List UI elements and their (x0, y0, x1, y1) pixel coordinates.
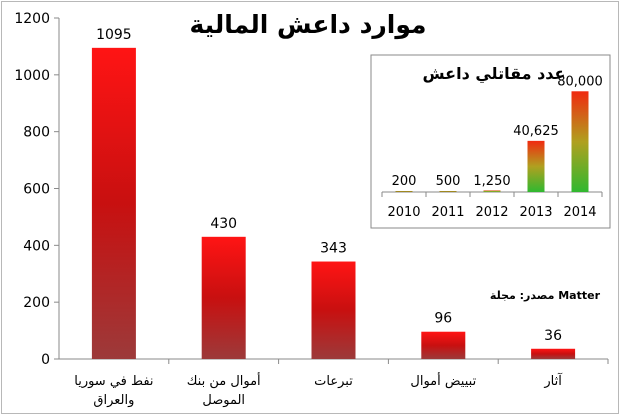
main-bars: 1095 430 343 96 36 (91, 27, 576, 360)
main-bar-value-label: 36 (544, 328, 562, 344)
inset-bar-value-label: 40,625 (513, 124, 559, 139)
inset-bar (483, 190, 501, 192)
main-bar-value-label: 343 (320, 241, 347, 257)
main-bar-value-label: 430 (210, 216, 237, 232)
inset-chart-title: عدد مقاتلي داعش (423, 64, 566, 84)
main-bar (311, 261, 356, 359)
main-y-tick-label: 800 (23, 125, 50, 141)
main-category-label: أموال من بنك (187, 372, 261, 389)
main-category-label: والعراق (93, 393, 134, 408)
inset-category-label: 2010 (387, 205, 420, 220)
main-category-label: نفط في سوريا (74, 374, 153, 389)
inset-bar-value-label: 1,250 (473, 174, 510, 189)
main-chart-title: موارد داعش المالية (189, 10, 426, 40)
main-y-tick-label: 600 (23, 182, 50, 198)
inset-bar-value-label: 500 (436, 174, 461, 189)
inset-x-labels: 2010 2011 2012 2013 2014 (381, 192, 603, 220)
main-y-tick-label: 1200 (14, 11, 50, 27)
inset-bars: 200 500 1,250 40,625 80,000 (392, 74, 603, 192)
main-bar (201, 236, 246, 359)
inset-bar (395, 191, 413, 192)
inset-category-label: 2011 (431, 205, 464, 220)
main-bar (531, 348, 576, 359)
inset-category-label: 2014 (563, 205, 596, 220)
inset-category-label: 2012 (475, 205, 508, 220)
main-y-tick-label: 0 (41, 352, 50, 368)
inset-bar (571, 91, 589, 192)
main-y-tick-label: 200 (23, 295, 50, 311)
main-category-label: تبييض أموال (410, 372, 476, 389)
inset-category-label: 2013 (519, 205, 552, 220)
main-category-label: آثار (543, 372, 563, 389)
inset-bar-value-label: 200 (392, 174, 417, 189)
main-y-tick-label: 400 (23, 238, 50, 254)
main-y-tick-label: 1000 (14, 68, 50, 84)
main-bar (91, 47, 136, 360)
main-x-labels: نفط في سوريا والعراق أموال من بنك الموصل تبر… (74, 359, 609, 408)
main-bar (421, 331, 466, 359)
inset-bar (439, 191, 457, 192)
source-note: مصدر: مجلة Matter (490, 289, 601, 302)
main-category-label: الموصل (202, 393, 245, 408)
main-category-label: تبرعات (314, 374, 353, 389)
inset-border (370, 54, 611, 229)
inset-bar (527, 140, 545, 192)
inset-bar-value-label: 80,000 (557, 74, 603, 89)
fighters-inset-chart: عدد مقاتلي داعش 200 500 1,25040,62580,000 … (370, 54, 611, 229)
main-bar-value-label: 1095 (96, 27, 132, 43)
main-y-ticks: 0 200 400 600 800 1000 1200 (14, 11, 59, 368)
main-bar-value-label: 96 (434, 311, 452, 327)
